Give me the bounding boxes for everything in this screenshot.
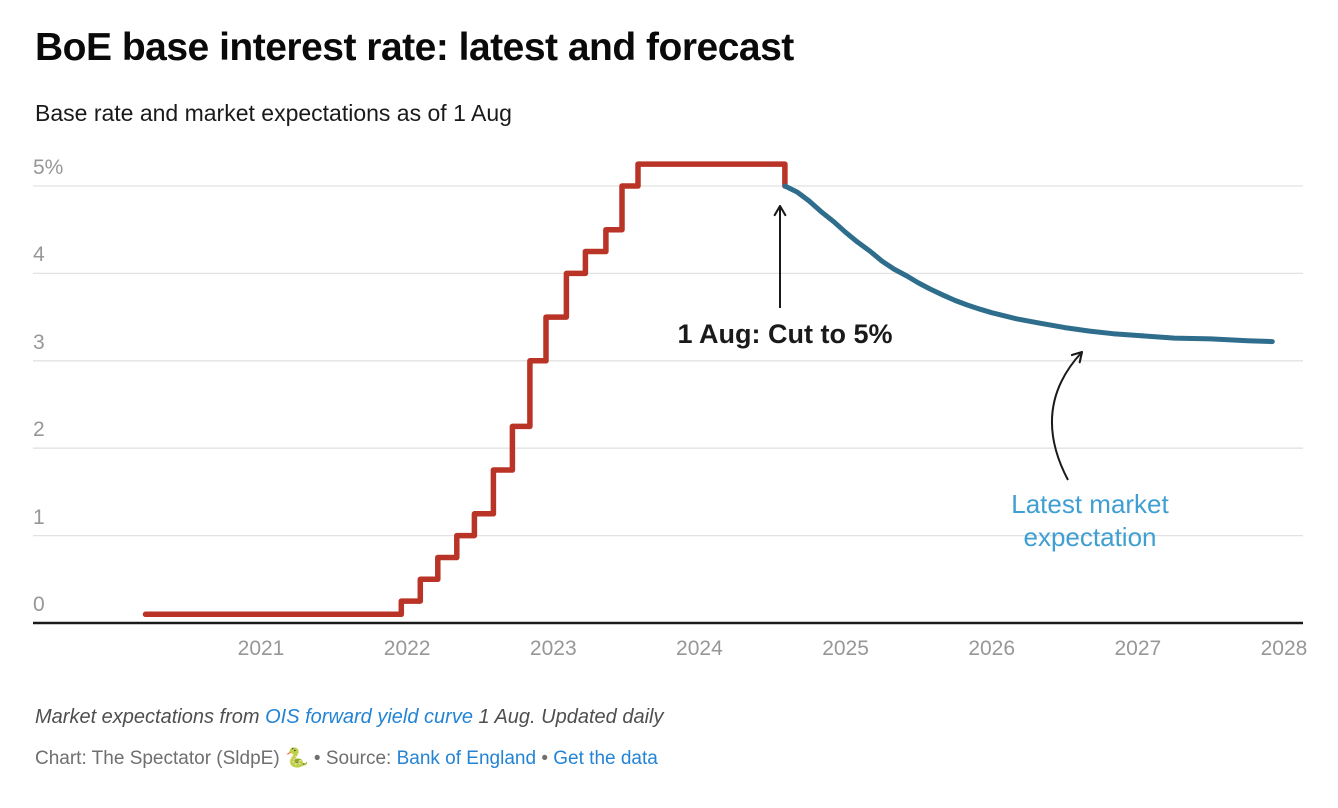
get-the-data-link[interactable]: Get the data [553, 748, 658, 769]
separator-dot: • [308, 748, 326, 769]
x-axis-tick-label: 2025 [822, 637, 869, 660]
market-expectation-forecast-line [782, 183, 1275, 345]
y-axis-tick-label: 2 [33, 418, 45, 442]
annotation-market-expectation-label: Latest market expectation [1011, 489, 1169, 552]
gridlines [33, 185, 1303, 625]
ois-forward-yield-curve-link[interactable]: OIS forward yield curve [265, 706, 473, 728]
byline-credit: Chart: The Spectator (SldpE) [35, 748, 285, 769]
x-axis-tick-label: 2021 [237, 637, 285, 660]
source-label: Source: [325, 748, 397, 769]
expectation-annotation-arrow [1051, 350, 1084, 481]
chart-footnote: Market expectations from OIS forward yie… [35, 706, 663, 729]
footnote-prefix: Market expectations from [35, 706, 266, 728]
x-axis-tick-label: 2023 [529, 637, 577, 660]
annotation-cut-label: 1 Aug: Cut to 5% [677, 319, 893, 349]
chart-title: BoE base interest rate: latest and forec… [35, 26, 794, 69]
y-axis-tick-label: 5% [33, 156, 64, 179]
x-axis-tick-label: 2022 [383, 637, 431, 660]
x-axis-tick-label: 2026 [968, 637, 1016, 660]
y-axis-tick-label: 3 [33, 330, 45, 354]
series-lines [142, 161, 1275, 618]
base-rate-actual-line [142, 161, 788, 618]
x-axis-tick-label: 2024 [676, 637, 723, 660]
x-axis-tick-label: 2028 [1260, 637, 1308, 660]
y-axis-tick-label: 4 [33, 243, 45, 267]
separator-dot: • [536, 748, 554, 769]
x-axis-tick-label: 2027 [1114, 637, 1162, 660]
bank-of-england-link[interactable]: Bank of England [396, 748, 537, 769]
chart-subtitle: Base rate and market expectations as of … [35, 100, 512, 126]
snake-emoji-icon: 🐍 [284, 748, 309, 769]
y-axis-tick-label: 1 [33, 505, 45, 529]
footnote-suffix: 1 Aug. Updated daily [472, 706, 664, 728]
y-axis-tick-label: 0 [33, 593, 45, 616]
chart-byline: Chart: The Spectator (SldpE) 🐍 • Source:… [35, 746, 658, 770]
